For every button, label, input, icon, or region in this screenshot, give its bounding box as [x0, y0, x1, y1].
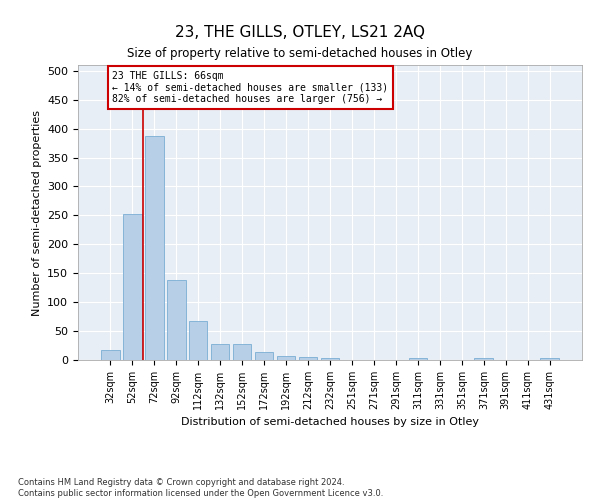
Bar — [123, 214, 142, 360]
Bar — [255, 352, 274, 360]
X-axis label: Distribution of semi-detached houses by size in Otley: Distribution of semi-detached houses by … — [181, 418, 479, 428]
Bar — [277, 356, 295, 360]
Bar — [167, 280, 185, 360]
Bar — [145, 136, 164, 360]
Text: 23, THE GILLS, OTLEY, LS21 2AQ: 23, THE GILLS, OTLEY, LS21 2AQ — [175, 25, 425, 40]
Text: Contains HM Land Registry data © Crown copyright and database right 2024.
Contai: Contains HM Land Registry data © Crown c… — [18, 478, 383, 498]
Text: 23 THE GILLS: 66sqm
← 14% of semi-detached houses are smaller (133)
82% of semi-: 23 THE GILLS: 66sqm ← 14% of semi-detach… — [112, 71, 389, 104]
Text: Size of property relative to semi-detached houses in Otley: Size of property relative to semi-detach… — [127, 48, 473, 60]
Bar — [189, 320, 208, 360]
Bar — [299, 357, 317, 360]
Bar — [211, 344, 229, 360]
Bar — [101, 350, 119, 360]
Y-axis label: Number of semi-detached properties: Number of semi-detached properties — [32, 110, 41, 316]
Bar — [475, 358, 493, 360]
Bar — [233, 344, 251, 360]
Bar — [320, 358, 340, 360]
Bar — [541, 358, 559, 360]
Bar — [409, 358, 427, 360]
